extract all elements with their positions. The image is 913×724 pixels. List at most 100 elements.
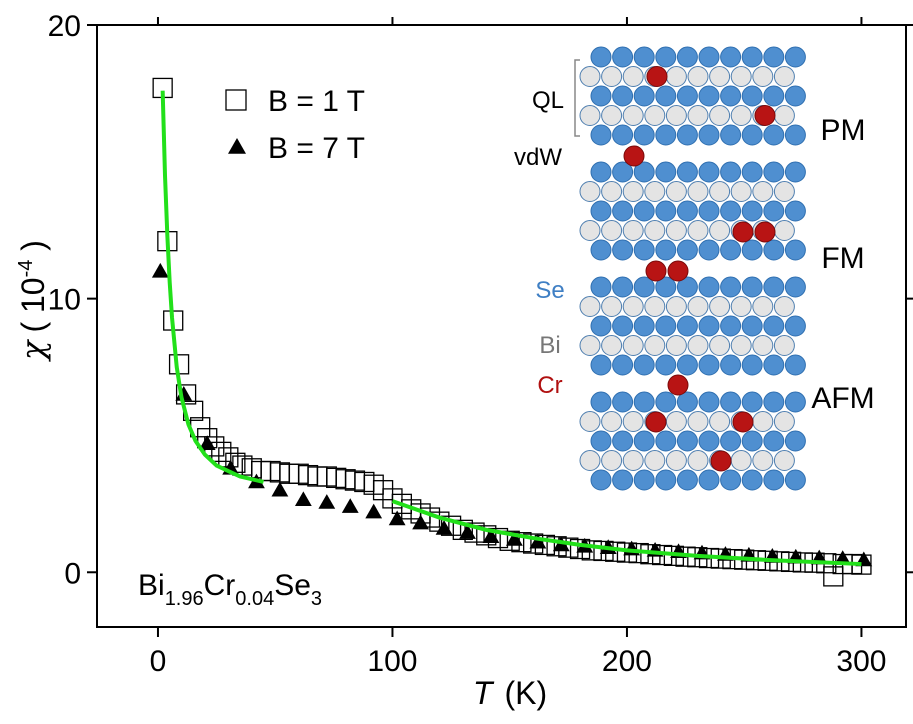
se-atom [633,354,655,376]
se-atom [633,85,655,107]
se-atom [720,354,742,376]
se-atom [698,430,720,452]
bi-atom [773,66,795,87]
se-atom [741,200,763,222]
bi-atom [579,335,601,356]
triangle-point [318,494,336,509]
triangle-point [151,262,169,278]
se-atom [633,124,655,146]
cr-atom [754,105,776,126]
bi-atom [752,296,774,317]
se-atom [720,124,742,146]
triangle-point [482,528,500,543]
se-atom [763,161,785,183]
se-atom [784,200,806,222]
se-atom [633,430,655,452]
se-atom [698,469,720,491]
se-atom [720,239,742,261]
y-label-part: ) [15,240,51,260]
se-atom [612,124,634,146]
se-atom [698,200,720,222]
se-atom [655,124,677,146]
bi-atom [622,220,644,241]
triangle-point [271,481,289,497]
se-atom [720,469,742,491]
se-atom [590,85,612,107]
bi-atom [730,66,752,87]
bi-atom [773,411,795,432]
bi-atom [579,411,601,432]
se-atom [676,46,698,68]
compound-part: Se [274,569,311,602]
se-atom [741,276,763,298]
se-atom [612,46,634,68]
cr-atom [710,450,732,472]
se-atom [720,200,742,222]
bi-atom [665,335,687,356]
y-tick-label: 10 [48,284,81,317]
y-label-part: χ [14,339,52,362]
se-atom [676,315,698,337]
se-atom [698,85,720,107]
se-atom [612,85,634,107]
y-tick-label: 0 [64,557,81,590]
se-atom [763,469,785,491]
se-atom [784,354,806,376]
se-atom [590,469,612,491]
se-atom [763,85,785,107]
se-atom [741,469,763,491]
bi-atom [579,220,601,241]
bi-atom [665,411,687,432]
bi-atom [644,450,666,471]
bi-atom [687,450,709,471]
bi-atom [687,335,709,356]
se-atom [763,276,785,298]
se-atom [655,430,677,452]
bi-atom [730,296,752,317]
bi-atom [709,66,731,87]
se-atom [741,161,763,183]
bi-atom [579,296,601,317]
cr-atom [645,260,667,282]
cr-label: Cr [537,372,562,399]
bi-atom [773,335,795,356]
bi-atom [601,105,623,126]
se-atom [655,354,677,376]
cr-atom [645,411,667,433]
bi-atom [622,335,644,356]
se-atom [633,161,655,183]
triangle-point [529,533,547,549]
bi-atom [665,450,687,471]
bi-atom [709,335,731,356]
se-atom [784,85,806,107]
se-atom [741,315,763,337]
cr-atom [667,260,689,282]
x-tick-label: 200 [602,645,652,678]
bi-atom [579,450,601,471]
se-atom [784,276,806,298]
se-atom [612,354,634,376]
se-atom [633,46,655,68]
bi-atom [622,411,644,432]
se-atom [676,239,698,261]
bi-atom [709,181,731,202]
cr-atom [732,411,754,433]
se-atom [741,354,763,376]
bi-atom [622,105,644,126]
se-atom [784,391,806,413]
bi-atom [709,105,731,126]
plot-frame [96,24,907,628]
triangle-point [388,510,406,526]
bi-label: Bi [539,332,560,359]
y-tick-label: 20 [48,10,81,43]
triangle-point [365,503,383,519]
se-atom [590,315,612,337]
se-atom [741,46,763,68]
se-atom [676,276,698,298]
se-atom [763,124,785,146]
bi-atom [730,105,752,126]
se-atom [590,200,612,222]
bi-atom [665,66,687,87]
cr-atom [667,374,689,396]
cr-atom [732,221,754,243]
